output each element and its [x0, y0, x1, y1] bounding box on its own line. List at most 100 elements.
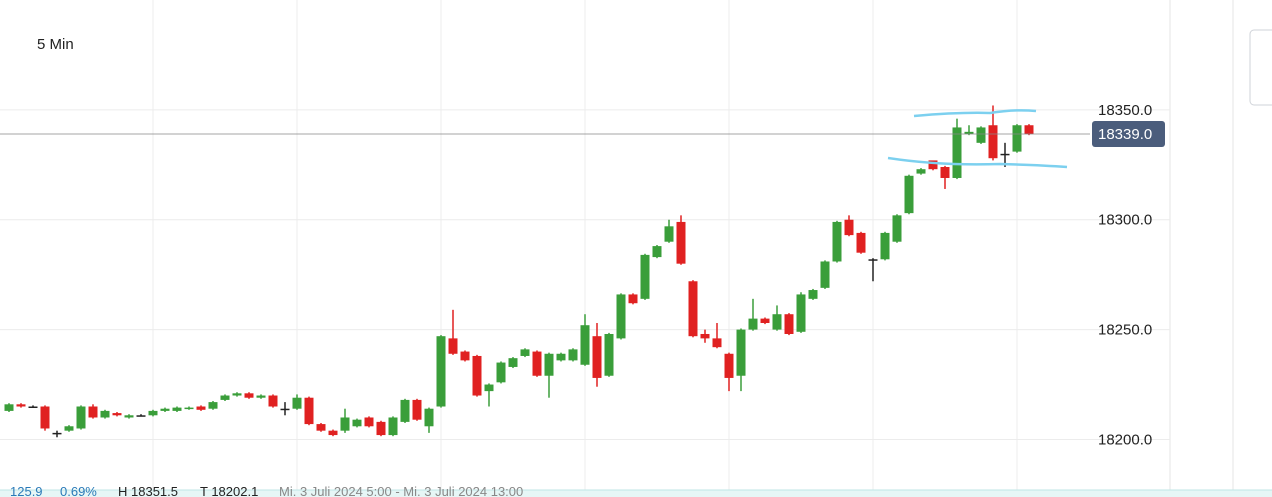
- y-tick-label: 18250.0: [1098, 322, 1152, 339]
- chart-title: 5 Min: [37, 36, 74, 53]
- y-tick-label: 18200.0: [1098, 431, 1152, 448]
- candle-body: [340, 417, 350, 431]
- candle-body: [448, 338, 458, 354]
- candle-body: [76, 406, 86, 429]
- candle-body: [904, 175, 914, 214]
- candle-body: [352, 419, 362, 427]
- vertical-grid: [152, 0, 1018, 490]
- candle-body: [4, 404, 14, 411]
- candle-body: [880, 232, 890, 260]
- candle-body: [736, 329, 746, 376]
- candle-body: [760, 318, 770, 324]
- candle-body: [172, 407, 182, 411]
- candle-body: [496, 362, 506, 383]
- candle-body: [616, 294, 626, 339]
- candle-body: [28, 406, 38, 409]
- candle-body: [652, 246, 662, 258]
- candle-body: [88, 406, 98, 418]
- footer-change: 125.9: [10, 484, 43, 497]
- candle-body: [520, 349, 530, 356]
- candle-body: [388, 417, 398, 436]
- candle-body: [676, 221, 686, 264]
- candle-body: [988, 125, 998, 159]
- candle-body: [664, 226, 674, 242]
- candle-body: [856, 232, 866, 253]
- side-panel: [1249, 29, 1272, 106]
- candle-body: [412, 399, 422, 420]
- candle-body: [748, 318, 758, 330]
- candle-body: [820, 261, 830, 288]
- candle-body: [532, 351, 542, 376]
- candle-body: [40, 406, 50, 429]
- candle-body: [688, 281, 698, 337]
- candle-body: [580, 325, 590, 365]
- candle-body: [700, 333, 710, 339]
- annotation-line: [887, 156, 1068, 169]
- candle-body: [940, 166, 950, 178]
- footer-low: T 18202.1: [200, 484, 258, 497]
- footer-high: H 18351.5: [118, 484, 178, 497]
- candle-body: [244, 393, 254, 398]
- candle-body: [112, 413, 122, 416]
- candle-body: [136, 415, 146, 417]
- candle-body: [832, 221, 842, 262]
- y-tick-label: 18300.0: [1098, 212, 1152, 229]
- candle-body: [1024, 125, 1034, 135]
- candle-body: [268, 395, 278, 407]
- candle-body: [724, 353, 734, 378]
- candle-body: [232, 393, 242, 396]
- candle-body: [208, 402, 218, 409]
- candle-body: [64, 426, 74, 431]
- candle-body: [280, 408, 290, 411]
- candle-body: [628, 294, 638, 304]
- candle-body: [892, 215, 902, 242]
- candle-body: [328, 430, 338, 436]
- candle-body: [556, 353, 566, 361]
- candle-body: [100, 410, 110, 418]
- candle-body: [196, 406, 206, 410]
- candle-body: [1012, 125, 1022, 152]
- candle-body: [460, 351, 470, 361]
- candle-body: [52, 432, 62, 435]
- candle-body: [640, 254, 650, 299]
- candle-body: [184, 407, 194, 410]
- candle-body: [808, 290, 818, 299]
- candle-body: [964, 131, 974, 135]
- candle-body: [604, 333, 614, 376]
- candle-body: [868, 259, 878, 261]
- candle-body: [160, 408, 170, 411]
- candle-body: [784, 314, 794, 334]
- candle-body: [124, 415, 134, 418]
- candle-body: [928, 160, 938, 170]
- candle-body: [400, 399, 410, 422]
- candle-body: [304, 397, 314, 425]
- candle-body: [148, 410, 158, 416]
- candle-body: [772, 314, 782, 330]
- candle-body: [916, 169, 926, 174]
- candle-body: [376, 421, 386, 436]
- candle-body: [436, 336, 446, 407]
- candle-body: [472, 355, 482, 396]
- candle-body: [220, 395, 230, 400]
- candle-body: [508, 358, 518, 367]
- y-tick-label: 18350.0: [1098, 102, 1152, 119]
- candle-body: [952, 127, 962, 178]
- candle-body: [256, 395, 266, 398]
- candle-body: [976, 127, 986, 143]
- candle-body: [592, 336, 602, 378]
- candle-body: [424, 408, 434, 427]
- footer-percent: 0.69%: [60, 484, 97, 497]
- candle-body: [844, 219, 854, 236]
- footer-range: Mi. 3 Juli 2024 5:00 - Mi. 3 Juli 2024 1…: [279, 484, 523, 497]
- candle-body: [364, 417, 374, 427]
- annotation-line: [913, 109, 1037, 118]
- candle-body: [712, 338, 722, 348]
- candle-body: [484, 384, 494, 392]
- last-price-label: 18339.0: [1098, 126, 1152, 143]
- candle-body: [16, 404, 26, 407]
- plot-area: 18200.0 18250.0 18300.0 18350.0 18339.0: [0, 102, 1170, 448]
- candle-body: [292, 397, 302, 409]
- candle-body: [1000, 153, 1010, 156]
